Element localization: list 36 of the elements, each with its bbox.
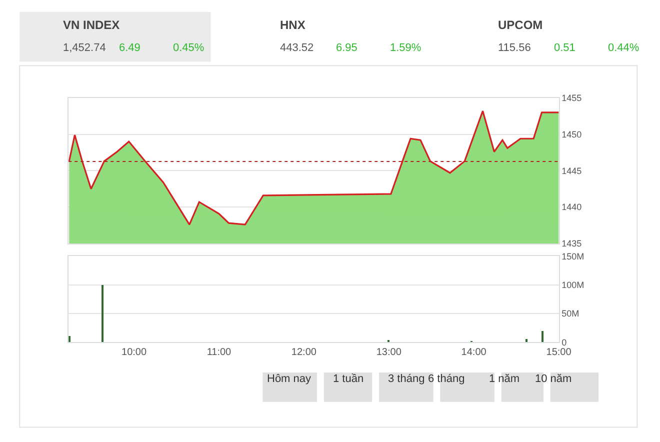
y-tick-label: 1435 [562, 238, 582, 249]
text: 0.45% [173, 42, 204, 54]
y-tick-label: 150M [562, 251, 584, 262]
y-tick-label: 1445 [562, 166, 582, 176]
x-tick-label: 15:00 [546, 347, 572, 358]
text: 1,452.74 [63, 42, 106, 54]
text: 115.56 [498, 42, 531, 54]
x-tick-label: 13:00 [376, 347, 402, 358]
y-tick-label: 0 [562, 337, 567, 348]
text: 1 năm [489, 373, 520, 385]
x-tick-label: 14:00 [461, 347, 487, 358]
text: HNX [280, 18, 306, 32]
bar [526, 339, 528, 342]
text: 6.95 [336, 42, 358, 54]
x-tick-label: 12:00 [291, 347, 317, 358]
y-tick-label: 100M [562, 280, 584, 290]
text: 6.49 [119, 42, 140, 54]
x-tick-label: 10:00 [122, 347, 147, 358]
bar [542, 331, 544, 342]
text: VN INDEX [63, 18, 120, 32]
text: 3 tháng [388, 373, 425, 385]
y-tick-label: 1450 [562, 129, 582, 140]
text: 6 tháng [428, 373, 465, 385]
text: 0.51 [554, 42, 576, 54]
y-tick-label: 1455 [562, 93, 582, 103]
text: 443.52 [280, 42, 314, 54]
text: Hôm nay [267, 373, 312, 385]
text: 0.44% [608, 42, 640, 54]
y-tick-label: 1440 [562, 202, 582, 212]
bar [102, 285, 104, 342]
y-tick-label: 50M [562, 308, 580, 319]
text: 1.59% [390, 42, 422, 54]
text: 10 năm [535, 373, 572, 385]
x-tick-label: 11:00 [206, 347, 232, 358]
text: 1 tuần [333, 373, 364, 385]
text: UPCOM [498, 18, 543, 32]
